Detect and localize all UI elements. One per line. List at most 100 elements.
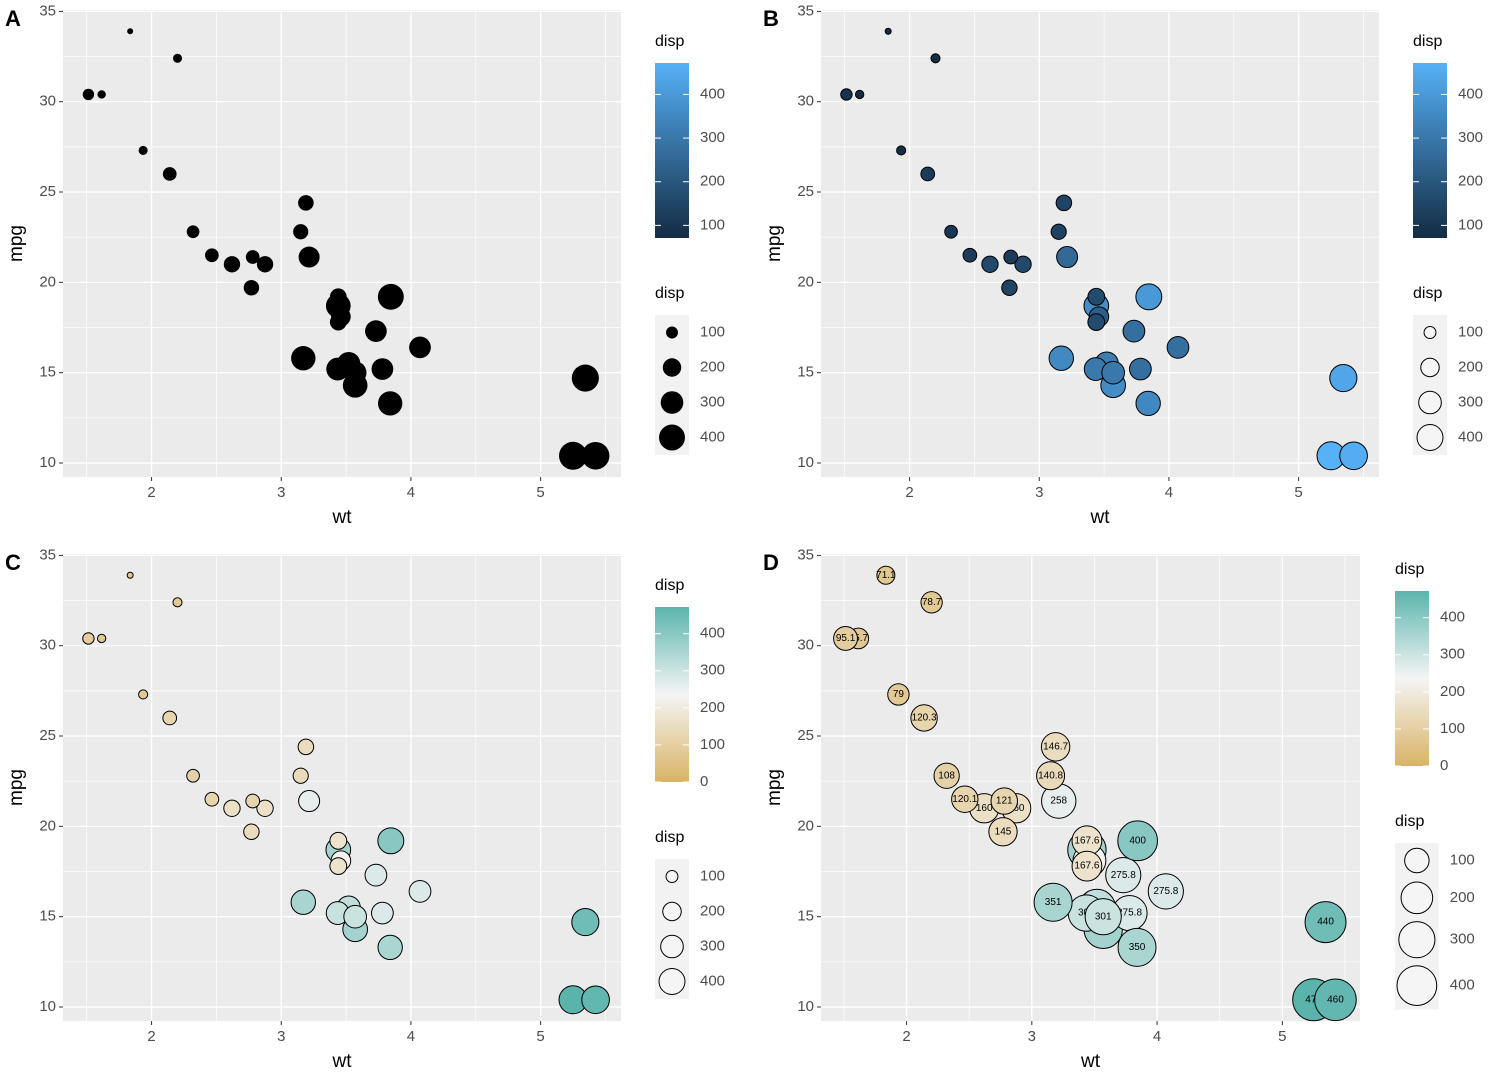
point: [559, 441, 588, 470]
y-axis-title: mpg: [764, 225, 785, 262]
point: [243, 280, 260, 296]
y-axis-title: mpg: [6, 225, 27, 262]
legend-title: disp: [655, 577, 684, 594]
legend-point: [1416, 424, 1444, 451]
legend-title: disp: [1413, 285, 1442, 302]
point: [951, 785, 979, 813]
data-label: 301: [1095, 911, 1112, 922]
legend-label: 200: [700, 699, 725, 716]
data-label: 460: [1327, 994, 1344, 1005]
point: [1166, 336, 1190, 359]
point: [329, 831, 348, 850]
legend-point: [1420, 357, 1440, 378]
y-tick-label: 20: [39, 817, 56, 834]
point: [186, 225, 200, 239]
point: [1122, 319, 1146, 343]
legend-title: disp: [1413, 33, 1442, 50]
panel-tag: C: [5, 550, 21, 575]
y-tick-label: 30: [797, 637, 814, 654]
point: [1087, 313, 1106, 331]
data-label: 120.1: [952, 794, 977, 805]
data-label: 400: [1129, 835, 1146, 846]
legend-point: [660, 391, 684, 414]
colorbar: [655, 63, 689, 238]
point: [1304, 901, 1347, 944]
legend-point: [665, 870, 679, 883]
point: [833, 626, 858, 651]
legend-label: 0: [1440, 757, 1448, 774]
y-tick-label: 35: [797, 546, 814, 563]
point: [1117, 927, 1157, 967]
point: [245, 793, 261, 809]
point: [138, 145, 148, 156]
x-tick-label: 3: [277, 1028, 285, 1045]
data-label: 160: [1008, 803, 1025, 814]
plot-background: [821, 10, 1379, 477]
point: [930, 53, 941, 64]
legend-label: 400: [1458, 85, 1483, 102]
y-tick-label: 35: [797, 2, 814, 19]
legend-title: disp: [1395, 813, 1424, 830]
legend-label: 100: [700, 216, 725, 233]
point: [291, 346, 316, 371]
point: [96, 633, 107, 644]
panel: 2345101520253035wtmpgD160160108258360225…: [763, 546, 1475, 1072]
colorbar: [1395, 591, 1429, 766]
point: [1105, 857, 1142, 894]
data-label: 75.7: [849, 633, 869, 644]
data-label: 95.1: [836, 633, 856, 644]
colorbar: [655, 607, 689, 782]
legend-label: 400: [1450, 977, 1475, 994]
legend-label: 300: [1440, 646, 1465, 663]
point: [1050, 223, 1067, 240]
data-label: 440: [1317, 917, 1334, 928]
legend-label: 300: [1450, 931, 1475, 948]
data-label: 472: [1305, 994, 1322, 1005]
point: [290, 889, 316, 915]
point: [1033, 882, 1073, 922]
legend-title: disp: [655, 33, 684, 50]
point: [162, 710, 178, 726]
panel-tag: A: [5, 6, 21, 31]
point: [884, 27, 892, 35]
y-tick-label: 35: [39, 2, 56, 19]
point: [840, 88, 853, 101]
legend-point: [1396, 965, 1438, 1006]
point: [1001, 279, 1018, 296]
legend-label: 100: [1458, 323, 1483, 340]
x-tick-label: 5: [1294, 484, 1302, 501]
legend-label: 100: [1458, 216, 1483, 233]
legend-label: 400: [700, 85, 725, 102]
y-tick-label: 15: [797, 908, 814, 925]
legend-label: 200: [700, 358, 725, 375]
point: [297, 738, 315, 756]
legend-label: 100: [700, 736, 725, 753]
point: [172, 53, 183, 63]
x-tick-label: 5: [536, 484, 544, 501]
point: [126, 571, 134, 579]
x-tick-label: 4: [1165, 484, 1173, 501]
point: [97, 90, 106, 99]
point: [162, 167, 177, 181]
point: [876, 565, 896, 585]
point: [1056, 246, 1079, 269]
x-tick-label: 3: [1035, 484, 1043, 501]
legend-label: 300: [1458, 129, 1483, 146]
point: [256, 256, 274, 273]
y-tick-label: 35: [39, 546, 56, 563]
data-label: 275.8: [1117, 908, 1142, 919]
legend-label: 100: [1450, 851, 1475, 868]
panel-tag: D: [763, 550, 779, 575]
point: [82, 632, 95, 645]
y-tick-label: 15: [797, 364, 814, 381]
x-tick-label: 4: [407, 484, 415, 501]
point: [298, 195, 314, 211]
point: [981, 255, 999, 273]
legend-label: 200: [700, 173, 725, 190]
point: [371, 358, 394, 380]
y-tick-label: 30: [797, 93, 814, 110]
x-axis-title: wt: [1090, 507, 1111, 528]
x-tick-label: 5: [536, 1028, 544, 1045]
x-tick-label: 4: [407, 1028, 415, 1045]
